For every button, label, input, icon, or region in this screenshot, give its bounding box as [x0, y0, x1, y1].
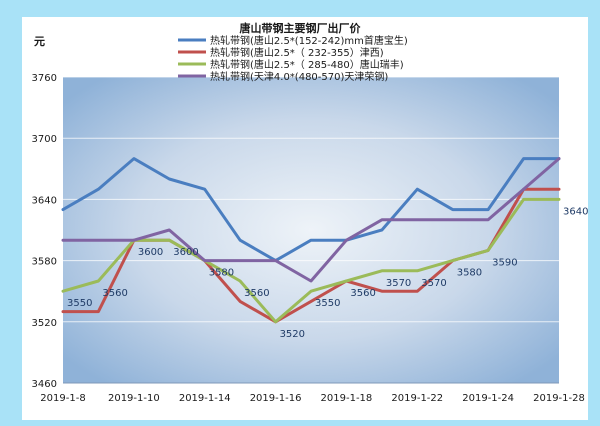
legend-entry: 热轧带钢(唐山2.5*（ 232-355）津西) [210, 46, 384, 59]
x-tick-label: 2019-1-24 [462, 393, 514, 404]
data-label: 3580 [457, 268, 482, 279]
series-lines [61, 157, 561, 324]
x-tick-label: 2019-1-16 [250, 393, 302, 404]
data-label: 3560 [102, 288, 127, 299]
legend-entry: 热轧带钢(唐山2.5*(152-242)mm首唐宝生) [210, 34, 408, 47]
y-tick-label: 3580 [32, 257, 57, 268]
legend-entry: 热轧带钢(天津4.0*(480-570)天津荣钢) [210, 70, 388, 83]
y-tick-label: 3640 [32, 195, 57, 206]
series-line-1 [61, 157, 561, 263]
x-tick-label: 2019-1-18 [321, 393, 373, 404]
y-tick-label: 3760 [32, 73, 57, 84]
y-tick-label: 3520 [32, 318, 57, 329]
legend-entry: 热轧带钢(唐山2.5*（ 285-480）唐山瑞丰) [210, 58, 404, 71]
legend: 热轧带钢(唐山2.5*(152-242)mm首唐宝生)热轧带钢(唐山2.5*（ … [178, 34, 408, 83]
y-tick-labels: 3460 3520 3580 3640 3700 3760 [32, 73, 57, 390]
data-label: 3550 [67, 298, 92, 309]
x-tick-label: 2019-1-8 [40, 393, 85, 404]
data-labels: 3550 3560 3600 3600 3580 3560 3520 3550 3560 3570… [67, 206, 588, 339]
data-label: 3600 [173, 247, 198, 258]
y-tick-label: 3460 [32, 379, 57, 390]
data-label: 3560 [244, 288, 269, 299]
data-label: 3550 [315, 298, 340, 309]
x-tick-label: 2019-1-22 [391, 393, 443, 404]
data-label: 3570 [421, 278, 446, 289]
x-tick-label: 2019-1-14 [179, 393, 231, 404]
data-label: 3600 [138, 247, 163, 258]
data-label: 3570 [386, 278, 411, 289]
x-tick-labels: 2019-1-8 2019-1-10 2019-1-14 2019-1-16 2019-… [40, 393, 585, 404]
data-label: 3640 [563, 206, 588, 217]
data-label: 3560 [350, 288, 375, 299]
plot-area [63, 77, 559, 383]
x-tick-label: 2019-1-10 [108, 393, 160, 404]
series-line-4 [61, 157, 561, 283]
data-label: 3520 [280, 329, 305, 340]
data-label: 3580 [209, 268, 234, 279]
y-tick-label: 3700 [32, 134, 57, 145]
chart-title: 唐山带钢主要钢厂出厂价 [240, 21, 362, 35]
y-axis-label: 元 [34, 35, 45, 48]
x-tick-label: 2019-1-28 [533, 393, 585, 404]
data-label: 3590 [492, 257, 517, 268]
series-line-3 [61, 197, 561, 324]
